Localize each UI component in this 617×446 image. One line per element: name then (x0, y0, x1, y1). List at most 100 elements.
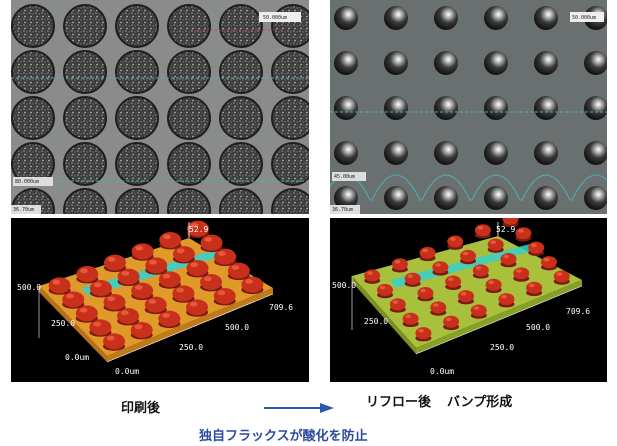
x-mid-label: 500.0 (526, 323, 550, 332)
3d-profile-after-printing: 52.9 500.0 250.0 0.0um 709.6 500.0 250.0… (11, 218, 309, 382)
x-mid-label: 500.0 (225, 323, 249, 332)
bump-highlight (528, 283, 535, 288)
bump (487, 238, 504, 251)
bump-highlight (93, 282, 102, 288)
bump-highlight (149, 259, 157, 265)
bump-highlight (162, 273, 171, 279)
bump-highlight (66, 293, 74, 299)
bump-highlight (245, 279, 253, 284)
paste-dot (167, 188, 211, 214)
paste-dot (219, 96, 263, 140)
bump (432, 261, 449, 274)
caption-bump-label: バンプ形成 (447, 395, 513, 410)
bump-highlight (106, 335, 115, 341)
bump-highlight (79, 307, 88, 313)
bump (364, 269, 381, 282)
bump (553, 270, 570, 283)
solder-sphere (384, 51, 408, 75)
micrograph-after-printing: 50.000um 80.000um 36.70um (11, 0, 309, 214)
substrate-edge (416, 280, 582, 354)
bump-highlight (503, 254, 509, 259)
bump-highlight (203, 276, 212, 282)
paste-dot (271, 142, 309, 186)
bump (417, 287, 434, 299)
paste-dot (167, 96, 211, 140)
bump-highlight (163, 234, 171, 240)
z-max-label: 52.9 (189, 225, 208, 234)
bump-highlight (217, 290, 226, 296)
bump-highlight (231, 265, 240, 270)
bump (447, 235, 464, 248)
arrow-right-icon (264, 403, 334, 413)
bump (419, 246, 436, 259)
bump (377, 283, 394, 296)
solder-sphere (434, 141, 458, 165)
substrate-edge (107, 288, 273, 362)
solder-sphere (334, 96, 358, 120)
solder-sphere (484, 141, 508, 165)
x-max-label: 709.6 (269, 303, 293, 312)
footer-text: 独自フラックスが酸化を防止 (199, 429, 368, 444)
bump (474, 224, 491, 237)
bump-highlight (162, 313, 170, 318)
bump (391, 258, 408, 271)
bump (415, 327, 432, 340)
3d-profile-after-reflow: 52.9 500.0 250.0 709.6 500.0 250.0 0.0um (330, 218, 607, 382)
scale-label: 50.000um (263, 15, 287, 21)
paste-dot (115, 188, 159, 214)
micrograph-after-reflow: 50.000um 45.00um 36.70um (330, 0, 607, 214)
substrate-edge (39, 286, 107, 362)
solder-sphere (334, 6, 358, 30)
paste-dot (271, 50, 309, 94)
bump-highlight (433, 303, 439, 307)
solder-sphere (534, 51, 558, 75)
bump-highlight (460, 291, 467, 296)
bump-highlight (190, 223, 199, 228)
bump-highlight (435, 263, 441, 267)
micrograph-background (11, 0, 309, 214)
caption-after-reflow: リフロー後 バンプ形成 (366, 391, 512, 410)
bump (445, 275, 462, 288)
micrograph-background (330, 0, 607, 214)
paste-dot (271, 188, 309, 214)
paste-dot (115, 142, 159, 186)
caption-after-printing: 印刷後 (121, 401, 161, 416)
solder-sphere (584, 51, 607, 75)
flux-line (390, 244, 536, 288)
solder-sphere (534, 6, 558, 30)
bump-highlight (543, 257, 550, 262)
measure-label: 80.000um (15, 179, 39, 185)
bump (76, 266, 99, 282)
axis-line (415, 285, 583, 355)
bump-highlight (420, 288, 426, 293)
paste-dot (219, 142, 263, 186)
bump-highlight (218, 251, 226, 256)
scale-label-box (570, 12, 604, 22)
scale-label: 50.000um (572, 15, 596, 21)
bump-highlight (392, 300, 399, 304)
paste-dot (11, 50, 55, 94)
measure-label: 45.00um (334, 174, 355, 180)
solder-sphere (334, 51, 358, 75)
solder-sphere (534, 96, 558, 120)
bump (443, 315, 460, 328)
solder-sphere (384, 141, 408, 165)
paste-dot (167, 142, 211, 186)
paste-dot (219, 188, 263, 214)
bump (470, 304, 487, 317)
bump-highlight (407, 274, 414, 278)
measure-label-box (332, 172, 366, 181)
bump-highlight (121, 271, 130, 276)
solder-sphere (384, 6, 408, 30)
bump-highlight (107, 296, 116, 302)
bump-highlight (477, 226, 484, 230)
paste-dot (63, 96, 107, 140)
z-max-label: 52.9 (496, 225, 515, 234)
x-low-label: 250.0 (179, 343, 203, 352)
bump (500, 253, 517, 265)
solder-sphere (484, 96, 508, 120)
y-max-label: 500.0 (332, 281, 356, 290)
solder-sphere (384, 96, 408, 120)
solder-sphere (434, 186, 458, 210)
solder-sphere (384, 186, 408, 210)
